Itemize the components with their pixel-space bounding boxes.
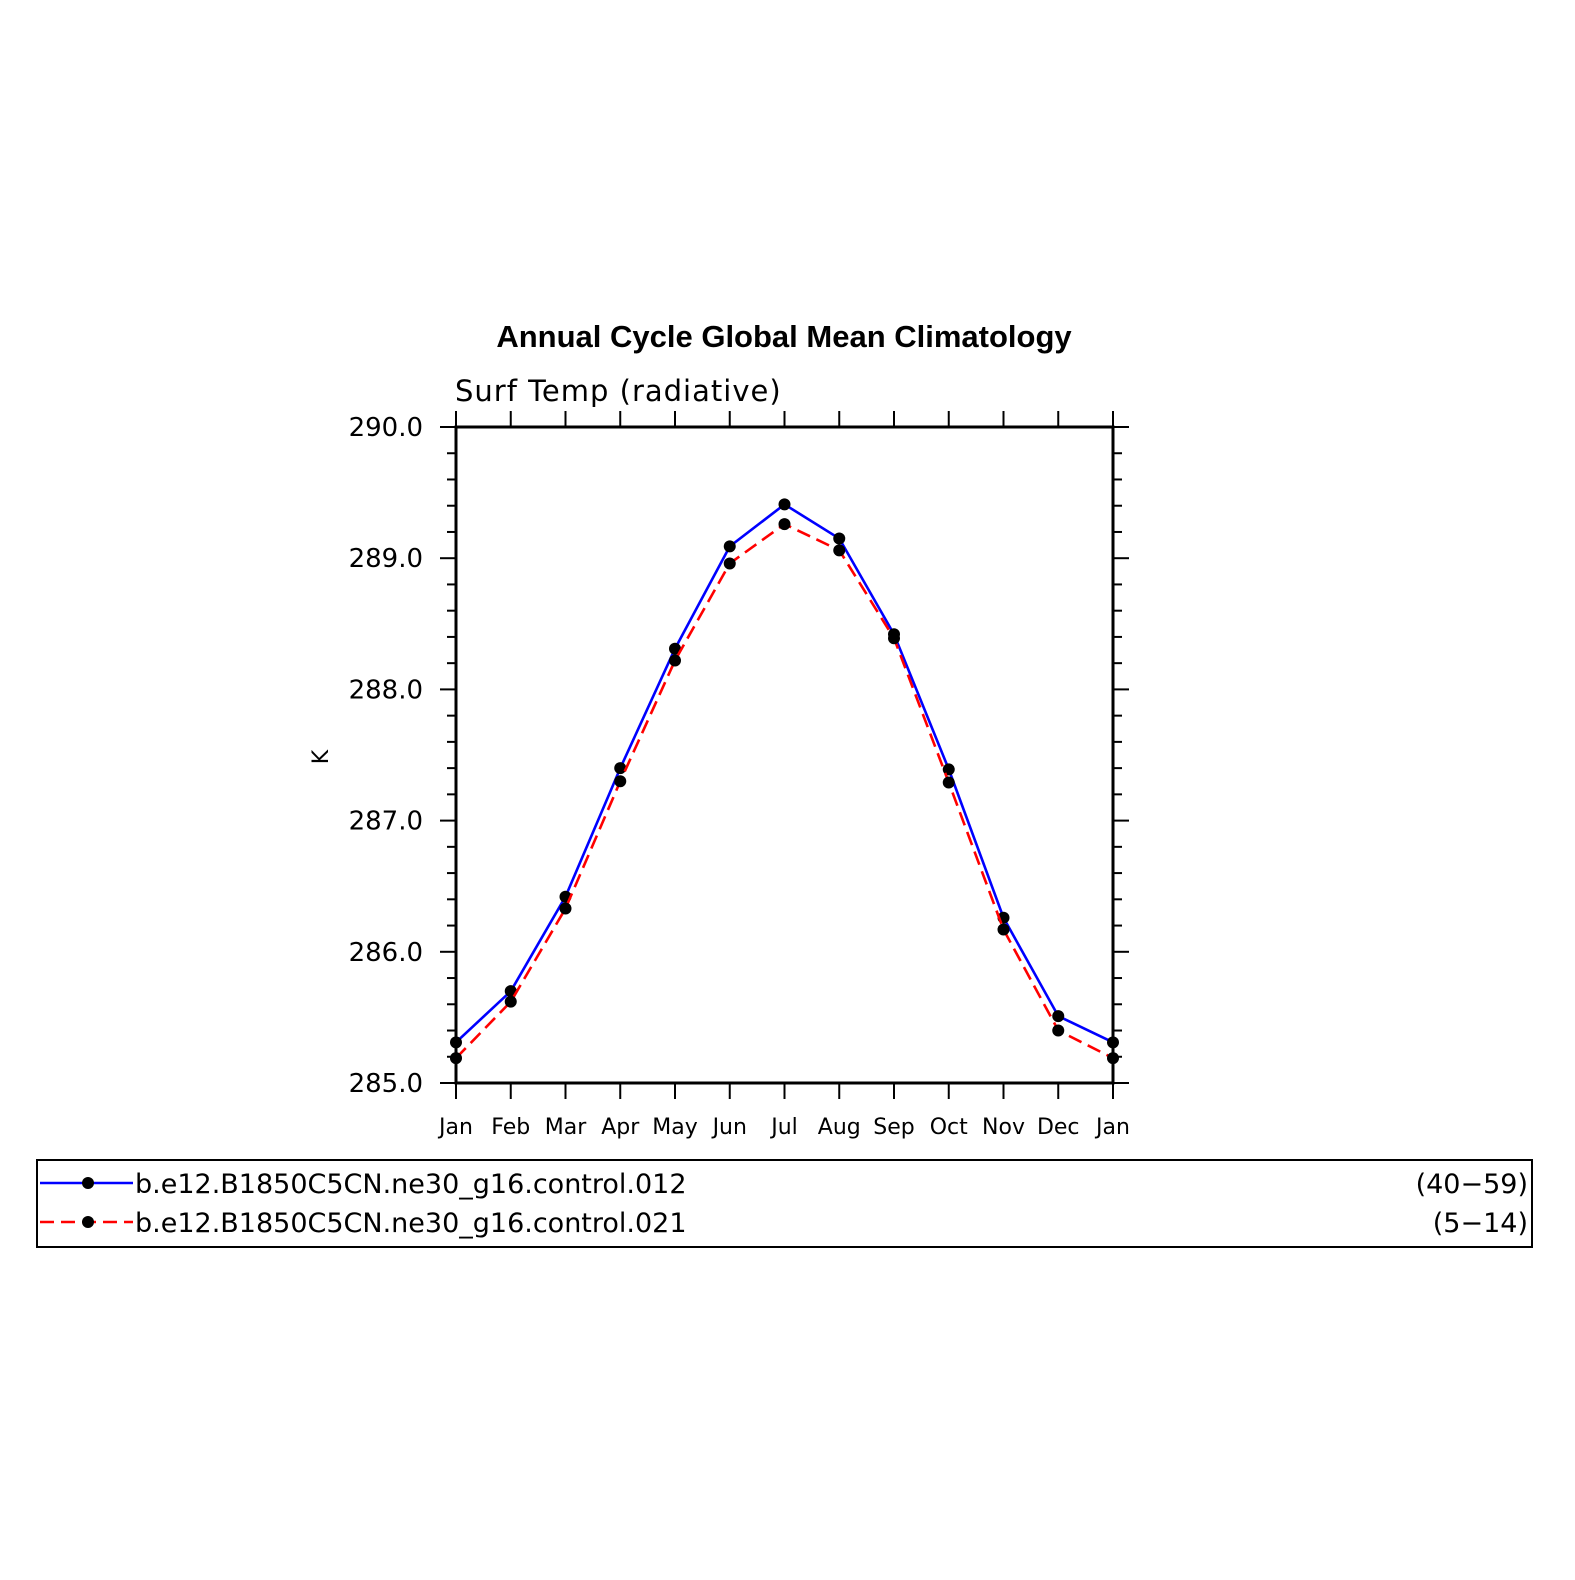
x-tick-label: Mar (545, 1115, 587, 1140)
series-line (455, 502, 1114, 1044)
data-point (669, 642, 681, 655)
data-point (778, 498, 791, 511)
data-point (1107, 1036, 1119, 1049)
legend-label: b.e12.B1850C5CN.ne30_g16.control.012 (135, 1169, 687, 1200)
series-line (455, 522, 1114, 1060)
series-1 (450, 498, 1119, 1049)
data-point (723, 557, 736, 570)
axes: 290.0 289.0 288.0 287.0 286.0 285.0 Jan Feb Mar A… (349, 411, 1130, 1140)
data-point (997, 923, 1010, 936)
y-tick-label: 285.0 (349, 1069, 423, 1099)
x-tick-label: Sep (873, 1115, 914, 1140)
data-point (888, 632, 900, 645)
data-point (1052, 1010, 1065, 1023)
data-point (614, 762, 627, 775)
data-point (833, 532, 846, 545)
data-point (723, 540, 736, 553)
legend-marker (82, 1216, 94, 1228)
data-point (669, 654, 681, 667)
data-point (833, 544, 846, 557)
x-tick-label: Jan (437, 1115, 473, 1140)
data-point (504, 995, 517, 1008)
x-tick-label: Aug (818, 1115, 861, 1140)
series-layer (450, 498, 1119, 1065)
y-tick-label: 286.0 (349, 938, 423, 968)
data-point (1052, 1024, 1065, 1037)
chart-title: Annual Cycle Global Mean Climatology (496, 319, 1072, 354)
legend-years: (5−14) (1433, 1208, 1528, 1239)
data-point (778, 518, 791, 531)
series-2 (450, 518, 1119, 1065)
x-tick-label: Feb (491, 1115, 530, 1140)
legend: b.e12.B1850C5CN.ne30_g16.control.012 (40−… (36, 1159, 1533, 1248)
x-tick-label: May (652, 1115, 697, 1140)
legend-label: b.e12.B1850C5CN.ne30_g16.control.021 (135, 1208, 687, 1239)
data-point (942, 763, 955, 776)
legend-marker (82, 1177, 94, 1189)
y-tick-label: 290.0 (349, 413, 423, 443)
data-point (450, 1052, 462, 1065)
x-tick-label: Jan (1094, 1115, 1130, 1140)
data-point (559, 902, 572, 915)
data-point (1107, 1052, 1119, 1065)
y-tick-label: 287.0 (349, 807, 423, 837)
x-tick-label: Jul (769, 1115, 798, 1140)
x-tick-label: Oct (930, 1115, 968, 1140)
y-tick-label: 289.0 (349, 544, 423, 574)
x-tick-label: Jun (711, 1115, 747, 1140)
y-axis-label: K (309, 749, 334, 764)
legend-years: (40−59) (1416, 1169, 1528, 1200)
data-point (942, 776, 955, 789)
x-tick-label: Apr (601, 1115, 640, 1140)
data-point (614, 775, 627, 788)
chart-subtitle: Surf Temp (radiative) (455, 374, 782, 408)
x-tick-label: Dec (1037, 1115, 1080, 1140)
data-point (450, 1036, 462, 1049)
x-tick-label: Nov (982, 1115, 1025, 1140)
legend-box (36, 1159, 1533, 1248)
y-tick-label: 288.0 (349, 675, 423, 705)
